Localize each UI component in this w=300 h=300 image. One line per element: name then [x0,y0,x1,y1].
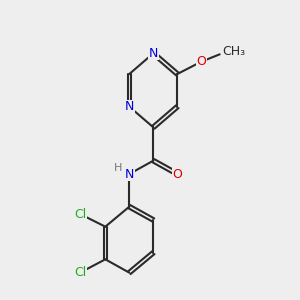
Text: O: O [196,55,206,68]
Text: N: N [124,100,134,113]
Text: Cl: Cl [74,208,86,220]
Text: N: N [124,167,134,181]
Text: O: O [172,167,182,181]
Text: CH₃: CH₃ [222,45,245,58]
Text: Cl: Cl [74,266,86,279]
Text: N: N [148,47,158,60]
Text: H: H [113,163,122,173]
